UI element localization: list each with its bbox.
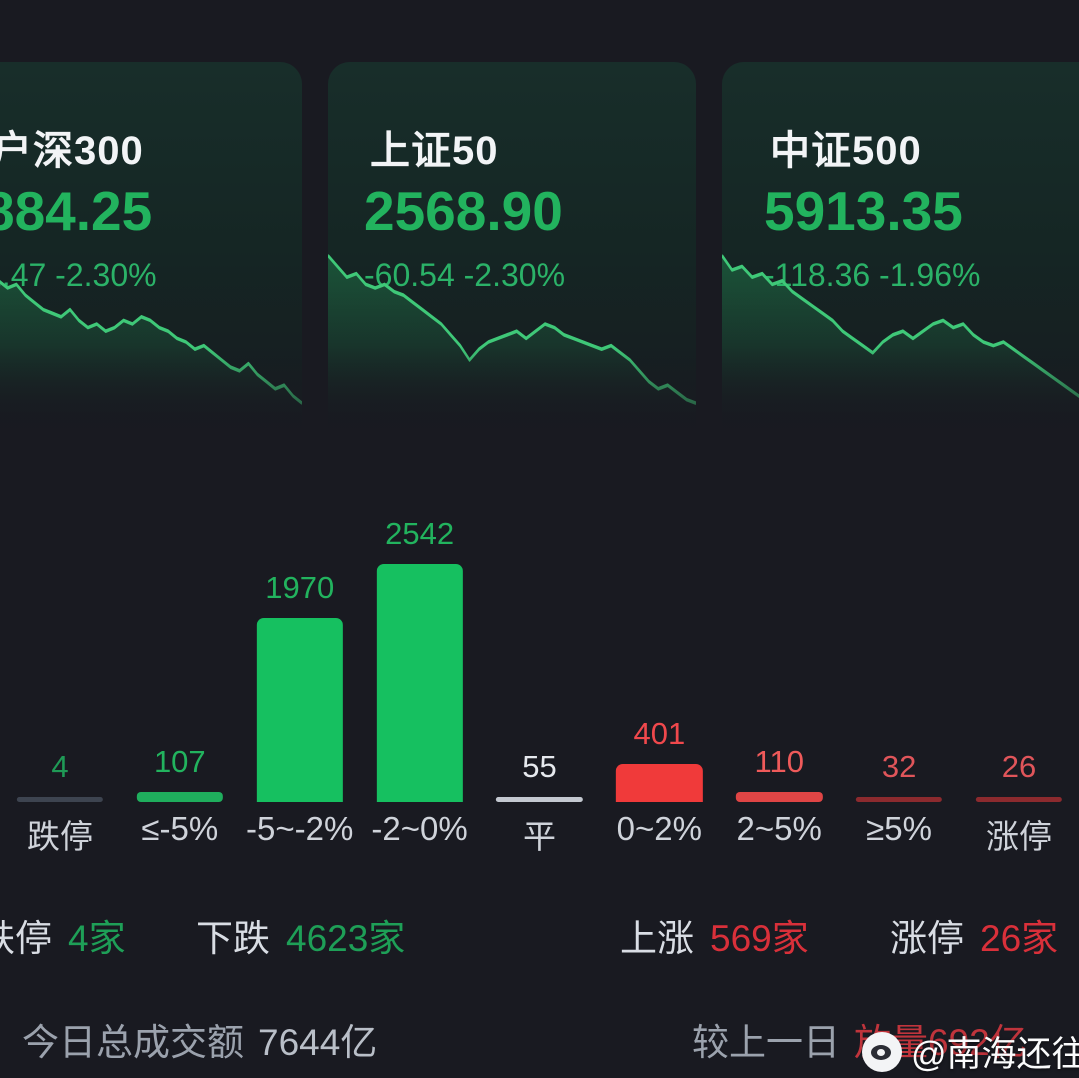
chart-bar[interactable] xyxy=(136,791,223,802)
summary-label: 上涨 xyxy=(620,918,694,959)
index-card-price: 2568.90 xyxy=(364,180,563,242)
weibo-icon xyxy=(862,1031,902,1072)
bar-column[interactable]: 32 xyxy=(839,492,959,802)
bar-value-label: 1970 xyxy=(265,569,335,605)
summary-item-limit-down: 跌停 4家 xyxy=(0,908,126,962)
x-axis-label: 跌停 xyxy=(26,818,93,855)
bar-column[interactable]: 2542 xyxy=(360,492,480,802)
bar-value-label: 32 xyxy=(881,749,917,784)
bar-value-label: 107 xyxy=(153,743,206,779)
bar-value-label: 55 xyxy=(522,748,557,784)
summary-label: 涨停 xyxy=(890,918,964,959)
chart-bar[interactable] xyxy=(256,617,343,802)
index-card-sse50[interactable]: 上证50 2568.90 -60.54 -2.30% xyxy=(328,62,696,466)
weibo-handle: @南海还往南 xyxy=(911,1035,1079,1074)
x-axis-label: ≥5% xyxy=(866,810,932,847)
chart-bar[interactable] xyxy=(616,764,703,802)
chart-bar[interactable] xyxy=(856,797,943,802)
gain-loss-distribution-chart: 4 107 1970 2542 55 401 110 32 26 跌停 ≤-5% -5~-2% -2~… xyxy=(0,492,1079,892)
chart-x-axis-labels: 跌停 ≤-5% -5~-2% -2~0% 平 0~2% 2~5% ≥5% 涨停 xyxy=(0,810,1079,870)
summary-label: 下跌 xyxy=(196,918,270,959)
chart-bar[interactable] xyxy=(975,797,1063,802)
index-card-change: -118.36 -1.96% xyxy=(764,257,981,293)
summary-value: 4623家 xyxy=(286,918,406,959)
bar-value-label: 2542 xyxy=(385,516,455,551)
sparkline-chart xyxy=(0,279,302,414)
summary-value: 26家 xyxy=(980,918,1059,959)
bar-column[interactable]: 55 xyxy=(480,492,600,802)
summary-value: 4家 xyxy=(68,918,126,959)
index-card-change: -60.54 -2.30% xyxy=(364,257,566,293)
bar-column[interactable]: 26 xyxy=(959,492,1079,802)
x-axis-label: 平 xyxy=(522,818,556,855)
chart-bar[interactable] xyxy=(736,791,823,802)
index-card-change: 1.47 -2.30% xyxy=(0,257,157,293)
sparkline-chart xyxy=(328,254,696,414)
chart-bar[interactable] xyxy=(496,796,583,802)
index-card-hs300[interactable]: 户深300 884.25 1.47 -2.30% xyxy=(0,62,302,466)
total-turnover-label: 今日总成交额 xyxy=(22,1022,244,1063)
bar-value-label: 26 xyxy=(1001,749,1037,784)
index-card-price: 5913.35 xyxy=(764,180,963,242)
bar-column[interactable]: 1970 xyxy=(240,492,360,802)
bar-column[interactable]: 4 xyxy=(0,492,120,802)
total-turnover-value: 7644亿 xyxy=(258,1022,378,1063)
x-axis-label: -5~-2% xyxy=(246,810,354,847)
index-card-name: 上证50 xyxy=(370,129,499,173)
index-card-csi500[interactable]: 中证500 5913.35 -118.36 -1.96% xyxy=(722,62,1079,466)
sparkline-chart xyxy=(722,254,1079,414)
total-turnover: 今日总成交额 7644亿 xyxy=(22,1012,377,1066)
turnover-footer: 今日总成交额 7644亿 较上一日 放量692亿 xyxy=(0,1012,1079,1078)
turnover-comparison: 较上一日 放量692亿 xyxy=(692,1012,1027,1066)
summary-item-declining: 下跌 4623家 xyxy=(196,908,405,962)
summary-label: 跌停 xyxy=(0,918,52,959)
summary-item-limit-up: 涨停 26家 xyxy=(890,908,1058,962)
index-cards-strip: 户深300 884.25 1.47 -2.30% 上证50 2568.90 -6… xyxy=(0,0,1079,500)
x-axis-label: -2~0% xyxy=(371,810,468,847)
bar-value-label: 401 xyxy=(633,716,686,752)
x-axis-label: 0~2% xyxy=(616,810,702,847)
bar-value-label: 110 xyxy=(754,743,804,779)
market-breadth-summary: 跌停 4家 下跌 4623家 上涨 569家 涨停 26家 xyxy=(0,908,1079,980)
summary-value: 569家 xyxy=(710,918,809,959)
index-card-name: 户深300 xyxy=(0,129,144,173)
summary-item-advancing: 上涨 569家 xyxy=(620,908,809,962)
bar-column[interactable]: 110 xyxy=(719,492,839,802)
bar-value-label: 4 xyxy=(51,749,69,784)
chart-bar[interactable] xyxy=(376,564,463,802)
x-axis-label: ≤-5% xyxy=(141,810,219,847)
turnover-comparison-label: 较上一日 xyxy=(692,1022,840,1063)
weibo-watermark: @南海还往南 xyxy=(862,1026,1079,1077)
chart-bar[interactable] xyxy=(16,797,104,802)
index-card-price: 884.25 xyxy=(0,180,153,242)
bar-column[interactable]: 401 xyxy=(599,492,719,802)
chart-plot-area: 4 107 1970 2542 55 401 110 32 26 xyxy=(0,492,1079,802)
x-axis-label: 2~5% xyxy=(736,810,822,847)
index-card-name: 中证500 xyxy=(770,129,922,173)
bar-column[interactable]: 107 xyxy=(120,492,240,802)
x-axis-label: 涨停 xyxy=(985,818,1052,855)
